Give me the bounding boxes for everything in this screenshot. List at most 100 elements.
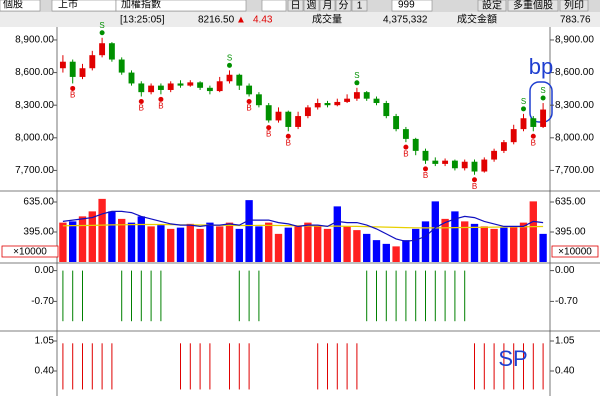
y-tick-label: 8,900.00 bbox=[555, 35, 594, 46]
bar bbox=[444, 270, 446, 322]
candle-body bbox=[461, 161, 468, 169]
toolbar-button[interactable] bbox=[559, 0, 589, 12]
candle-body bbox=[138, 83, 145, 93]
signal-label: B bbox=[266, 130, 271, 139]
candle-body bbox=[471, 161, 478, 172]
y-tick-label: 635.00 bbox=[23, 197, 54, 208]
signal-label: B bbox=[246, 104, 251, 113]
quote-price: 8216.50 bbox=[198, 15, 235, 26]
signal-label: S bbox=[227, 54, 232, 63]
bar bbox=[248, 343, 250, 390]
bar bbox=[385, 270, 387, 322]
candle-body bbox=[216, 81, 223, 92]
bar bbox=[317, 343, 319, 390]
bar bbox=[69, 221, 77, 262]
signal-label: B bbox=[286, 138, 291, 147]
button-label: 設定 bbox=[482, 0, 502, 12]
bar bbox=[118, 218, 126, 262]
toolbar-button[interactable] bbox=[477, 0, 507, 12]
unit-label: ×10000 bbox=[13, 247, 47, 258]
bar bbox=[434, 270, 436, 322]
bar bbox=[82, 343, 83, 390]
signal-label: S bbox=[99, 21, 104, 30]
bar bbox=[513, 343, 515, 390]
candle-body bbox=[226, 74, 233, 82]
signal-label: B bbox=[403, 149, 408, 158]
candle-body bbox=[89, 55, 96, 69]
bar bbox=[160, 270, 162, 322]
period-button[interactable] bbox=[319, 0, 336, 12]
candle-body bbox=[255, 94, 262, 106]
y-tick-label: 0.00 bbox=[555, 265, 575, 276]
period-label: 月 bbox=[323, 0, 333, 12]
bar bbox=[216, 226, 224, 262]
bar bbox=[82, 270, 83, 322]
bar bbox=[245, 200, 253, 262]
count-input[interactable] bbox=[391, 0, 433, 12]
bar bbox=[464, 270, 466, 322]
bar bbox=[248, 270, 250, 322]
period-label: 週 bbox=[307, 0, 317, 12]
candle-body bbox=[265, 105, 272, 121]
bar bbox=[454, 270, 456, 322]
bar bbox=[199, 343, 201, 390]
quote-bar bbox=[0, 12, 600, 27]
candle-body bbox=[500, 142, 507, 151]
bar bbox=[425, 270, 426, 322]
spinner[interactable] bbox=[261, 0, 287, 12]
bar bbox=[255, 226, 263, 262]
bar bbox=[372, 240, 381, 262]
bar bbox=[451, 211, 459, 262]
dropdown[interactable] bbox=[0, 0, 41, 12]
bar bbox=[180, 343, 181, 390]
period-button[interactable] bbox=[303, 0, 320, 12]
bar bbox=[343, 226, 351, 262]
candle-body bbox=[520, 118, 527, 130]
bar bbox=[532, 343, 534, 390]
bar bbox=[206, 222, 214, 262]
signal-dot bbox=[521, 106, 526, 112]
signal-dot bbox=[530, 133, 536, 139]
dropdown[interactable] bbox=[115, 0, 247, 12]
y-tick-label: 7,700.00 bbox=[555, 165, 594, 176]
bar bbox=[238, 343, 240, 390]
count: 999 bbox=[398, 0, 415, 11]
candle-body bbox=[334, 101, 341, 106]
signal-label: S bbox=[540, 86, 545, 95]
market: 上市 bbox=[58, 0, 78, 11]
period-button[interactable] bbox=[351, 0, 368, 12]
candle-body bbox=[353, 92, 360, 99]
y-tick-label: 8,900.00 bbox=[15, 35, 54, 46]
bar bbox=[72, 343, 74, 390]
bar bbox=[405, 270, 407, 322]
bar bbox=[327, 343, 328, 390]
candle-body bbox=[442, 160, 449, 164]
period-button[interactable] bbox=[287, 0, 304, 12]
candle-body bbox=[363, 92, 370, 99]
bar bbox=[356, 343, 358, 390]
bar bbox=[91, 343, 93, 390]
bar bbox=[108, 211, 116, 262]
bar bbox=[333, 206, 341, 262]
y-tick-label: 8,300.00 bbox=[555, 100, 594, 111]
quote-volume: 4,375,332 bbox=[383, 15, 428, 26]
period-button[interactable] bbox=[335, 0, 352, 12]
candle-body bbox=[197, 82, 204, 88]
bar bbox=[421, 221, 430, 262]
y-tick-label: -0.70 bbox=[31, 296, 54, 307]
bar bbox=[140, 270, 142, 322]
candle-body bbox=[108, 43, 115, 60]
bar bbox=[392, 246, 400, 262]
bar bbox=[147, 226, 155, 262]
bar bbox=[258, 270, 260, 322]
bar bbox=[59, 222, 67, 262]
bar bbox=[238, 270, 240, 322]
bar bbox=[346, 343, 348, 390]
bar bbox=[304, 222, 312, 262]
signal-label: B bbox=[423, 171, 428, 180]
bar bbox=[382, 243, 390, 262]
quote-amount: 783.76 bbox=[560, 15, 591, 26]
toolbar-button[interactable] bbox=[507, 0, 559, 12]
bar bbox=[225, 222, 234, 262]
bar bbox=[500, 227, 508, 262]
